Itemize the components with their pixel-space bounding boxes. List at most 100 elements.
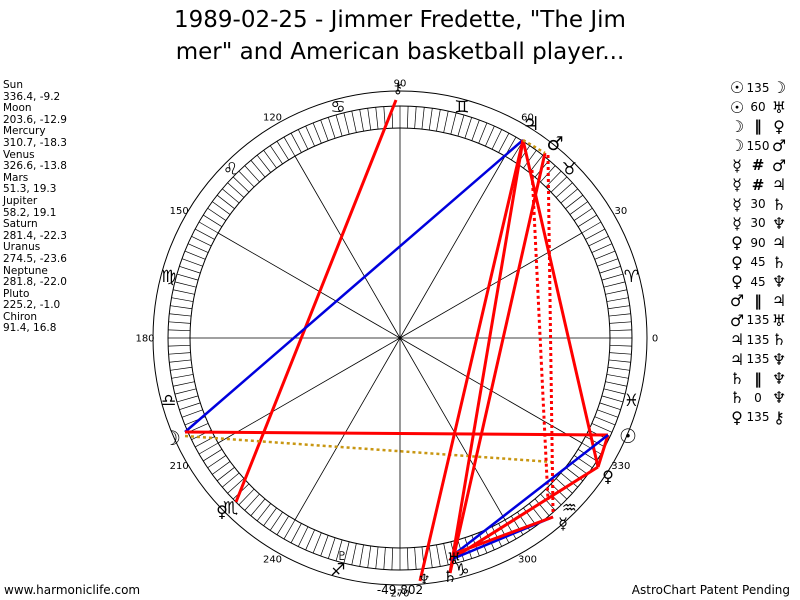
degree-tick [312,122,322,144]
degree-tick [555,478,573,494]
degree-tick [176,395,199,403]
planet-coords-saturn: 281.4, -22.3 [3,229,67,242]
degree-tick [212,461,231,475]
degree-tick [227,478,245,494]
aspect-planet-1-glyph: ♀ [731,252,743,272]
planet-coords-uranus: 274.5, -23.6 [3,252,67,265]
zodiac-sign-glyph: ♐︎ [330,560,345,580]
degree-tick [335,539,343,562]
aspect-angle: 135 [746,410,770,425]
degree-tick [198,442,219,455]
planet-name-pluto: Pluto [3,287,30,300]
aspect-row: ♄ 0 ♆ [728,388,788,407]
house-spoke [294,337,401,521]
degree-tick [172,289,195,295]
degree-tick [276,141,290,161]
degree-tick [498,132,510,153]
aspect-line [448,552,458,561]
degree-tick [174,388,197,395]
degree-tick [606,374,629,379]
zodiac-sign-glyph: ♓︎ [624,391,639,411]
degree-tick [181,409,203,418]
degree-tick [359,109,364,132]
aspect-row: ♃ 135 ♄ [728,330,788,349]
degree-tick [608,313,631,317]
degree-tick [421,107,425,130]
degree-tick [198,221,219,234]
aspect-planet-1-glyph: ♃ [729,330,745,350]
degree-tick [565,194,584,209]
degree-tick [256,503,271,522]
aspect-row: ☉ 135 ☽ [728,78,788,97]
degree-tick [327,117,336,139]
degree-tick [585,436,606,448]
aspect-planet-1-glyph: ☽ [729,116,745,136]
degree-tick [573,455,593,469]
degree-tick [560,188,578,204]
degree-tick [327,537,336,559]
degree-tick [203,214,223,228]
zodiac-sign-glyph: ♊︎ [454,98,469,118]
planet-coords-neptune: 281.8, -22.0 [3,276,67,289]
degree-tick [203,448,223,462]
aspect-planet-1-glyph: ☿ [732,175,742,195]
degree-tick [560,472,578,488]
degree-tick [216,194,235,209]
degree-tick [222,188,240,204]
degree-tick [367,108,372,131]
degree-tick [250,498,266,516]
degree-tick [471,119,480,141]
planet-glyphs: ⚷︎ ♃︎ ♂︎ ☽︎ ☉︎ ♀︎ ♀︎ ☿︎ ♅︎♄︎ ♆︎ ♇︎ [163,81,637,588]
degree-tick [244,165,260,183]
degree-tick [250,160,266,178]
aspect-planet-2-glyph: ♅ [771,310,787,330]
degree-tick [599,402,621,411]
degree-tick [269,511,283,531]
degree-tick [597,409,619,418]
degree-tick [207,455,227,469]
aspect-planet-1-glyph: ♄ [729,388,745,408]
degree-tick [320,119,329,141]
degree-tick [609,344,632,347]
aspect-row: ♀ 90 ♃ [728,233,788,252]
aspect-planet-1-glyph: ♂ [729,291,745,311]
degree-labels: 0 30 60 90 120 150 180 210 240 270 300 330 [135,79,658,600]
aspect-planet-2-glyph: ♂ [771,136,787,156]
degree-label: 90 [394,79,407,90]
aspect-planet-2-glyph: ♀ [773,116,785,136]
aspect-angle: 0 [754,390,762,405]
degree-tick [550,176,568,193]
degree-tick [555,182,573,198]
degree-tick [464,117,473,139]
degree-tick [540,493,556,511]
degree-tick [601,395,624,403]
house-spokes [190,128,610,548]
degree-tick [603,388,626,395]
degree-tick [343,112,350,135]
degree-tick [523,150,537,169]
aspect-row: ♂ 135 ♅ [728,311,788,330]
aspect-angle: # [751,175,765,194]
aspect-row: ♀ 135 ⚷ [728,408,788,427]
planet-coords-jupiter: 58.2, 19.1 [3,206,57,219]
degree-tick [436,109,441,132]
aspect-planet-2-glyph: ♆ [771,213,787,233]
degree-tick [391,547,394,570]
aspect-planet-1-glyph: ♀ [731,272,743,292]
chart-title-line-2: mer" and American basketball player... [175,39,625,65]
house-spoke [399,232,583,339]
aspect-line [455,434,609,554]
degree-tick [450,112,457,135]
aspect-angle: 135 [746,313,770,328]
degree-tick [594,416,616,426]
planet-coords-chiron: 91.4, 16.8 [3,322,57,335]
degree-tick [276,515,290,535]
degree-ticks [168,106,632,570]
degree-tick [585,228,606,240]
aspect-line [448,152,547,574]
degree-tick [174,281,197,288]
degree-tick [577,214,597,228]
degree-tick [216,467,235,482]
degree-tick [607,366,630,371]
aspect-planet-1-glyph: ♀ [731,407,743,427]
